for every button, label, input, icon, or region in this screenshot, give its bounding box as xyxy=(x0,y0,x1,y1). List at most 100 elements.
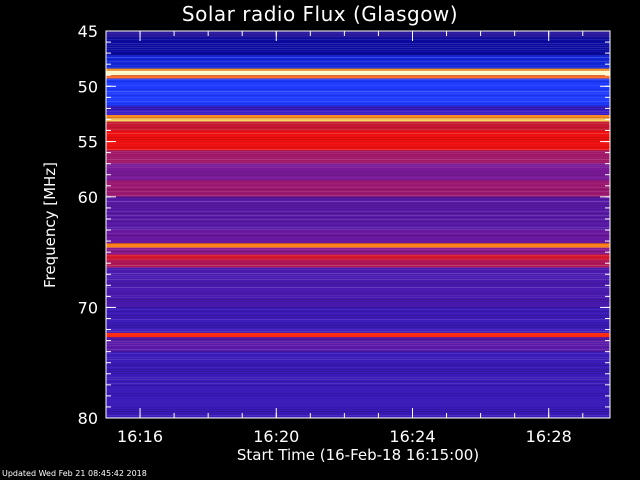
texture-line xyxy=(106,81,610,82)
texture-line xyxy=(106,101,610,102)
texture-line xyxy=(106,239,610,240)
texture-line xyxy=(106,313,610,314)
texture-line xyxy=(106,255,610,256)
texture-line xyxy=(106,171,610,172)
texture-line xyxy=(106,367,610,368)
texture-line xyxy=(106,375,610,376)
texture-line xyxy=(106,267,610,268)
texture-line xyxy=(106,413,610,414)
texture-line xyxy=(106,175,610,176)
spectrum-band xyxy=(106,196,610,231)
texture-line xyxy=(106,319,610,320)
texture-line xyxy=(106,277,610,278)
texture-line xyxy=(106,225,610,226)
texture-line xyxy=(106,53,610,54)
texture-line xyxy=(106,59,610,60)
texture-line xyxy=(106,371,610,372)
texture-line xyxy=(106,87,610,88)
texture-line xyxy=(106,231,610,232)
texture-line xyxy=(106,67,610,68)
texture-line xyxy=(106,131,610,132)
texture-line xyxy=(106,193,610,194)
texture-line xyxy=(106,411,610,412)
spectrum-band xyxy=(106,243,610,248)
texture-line xyxy=(106,223,610,224)
texture-line xyxy=(106,35,610,36)
texture-line xyxy=(106,281,610,282)
texture-line xyxy=(106,377,610,378)
texture-line xyxy=(106,121,610,122)
texture-line xyxy=(106,241,610,242)
texture-line xyxy=(106,329,610,330)
texture-line xyxy=(106,257,610,258)
texture-line xyxy=(106,243,610,244)
texture-line xyxy=(106,147,610,148)
texture-line xyxy=(106,141,610,142)
texture-line xyxy=(106,197,610,198)
texture-line xyxy=(106,273,610,274)
texture-line xyxy=(106,399,610,400)
texture-line xyxy=(106,79,610,80)
texture-line xyxy=(106,245,610,246)
texture-line xyxy=(106,207,610,208)
y-tick-label: 45 xyxy=(78,22,98,41)
texture-line xyxy=(106,363,610,364)
texture-line xyxy=(106,49,610,50)
texture-line xyxy=(106,349,610,350)
texture-line xyxy=(106,261,610,262)
texture-line xyxy=(106,387,610,388)
x-tick-label: 16:28 xyxy=(526,427,572,446)
texture-line xyxy=(106,51,610,52)
texture-line xyxy=(106,227,610,228)
texture-line xyxy=(106,337,610,338)
texture-line xyxy=(106,251,610,252)
texture-line xyxy=(106,307,610,308)
texture-line xyxy=(106,385,610,386)
texture-line xyxy=(106,315,610,316)
texture-line xyxy=(106,177,610,178)
texture-line xyxy=(106,39,610,40)
texture-line xyxy=(106,229,610,230)
texture-line xyxy=(106,347,610,348)
texture-line xyxy=(106,391,610,392)
texture-line xyxy=(106,115,610,116)
texture-line xyxy=(106,111,610,112)
texture-line xyxy=(106,309,610,310)
texture-line xyxy=(106,287,610,288)
texture-line xyxy=(106,275,610,276)
texture-line xyxy=(106,91,610,92)
texture-line xyxy=(106,303,610,304)
texture-line xyxy=(106,323,610,324)
texture-line xyxy=(106,167,610,168)
chart-title: Solar radio Flux (Glasgow) xyxy=(181,2,459,26)
texture-line xyxy=(106,77,610,78)
texture-line xyxy=(106,69,610,70)
texture-line xyxy=(106,409,610,410)
texture-line xyxy=(106,341,610,342)
spectrum-band xyxy=(106,254,610,260)
texture-line xyxy=(106,265,610,266)
texture-line xyxy=(106,117,610,118)
texture-line xyxy=(106,373,610,374)
texture-line xyxy=(106,353,610,354)
texture-line xyxy=(106,301,610,302)
spectrum-band xyxy=(106,150,610,164)
texture-line xyxy=(106,249,610,250)
texture-line xyxy=(106,63,610,64)
texture-line xyxy=(106,143,610,144)
texture-line xyxy=(106,119,610,120)
texture-line xyxy=(106,283,610,284)
x-axis-label: Start Time (16-Feb-18 16:15:00) xyxy=(236,446,480,464)
spectrum-band xyxy=(106,68,610,71)
spectrum-band xyxy=(106,121,610,131)
texture-line xyxy=(106,289,610,290)
texture-line xyxy=(106,203,610,204)
texture-line xyxy=(106,407,610,408)
texture-line xyxy=(106,187,610,188)
spectrum-band xyxy=(106,106,610,116)
texture-line xyxy=(106,145,610,146)
texture-line xyxy=(106,113,610,114)
texture-line xyxy=(106,247,610,248)
texture-line xyxy=(106,123,610,124)
